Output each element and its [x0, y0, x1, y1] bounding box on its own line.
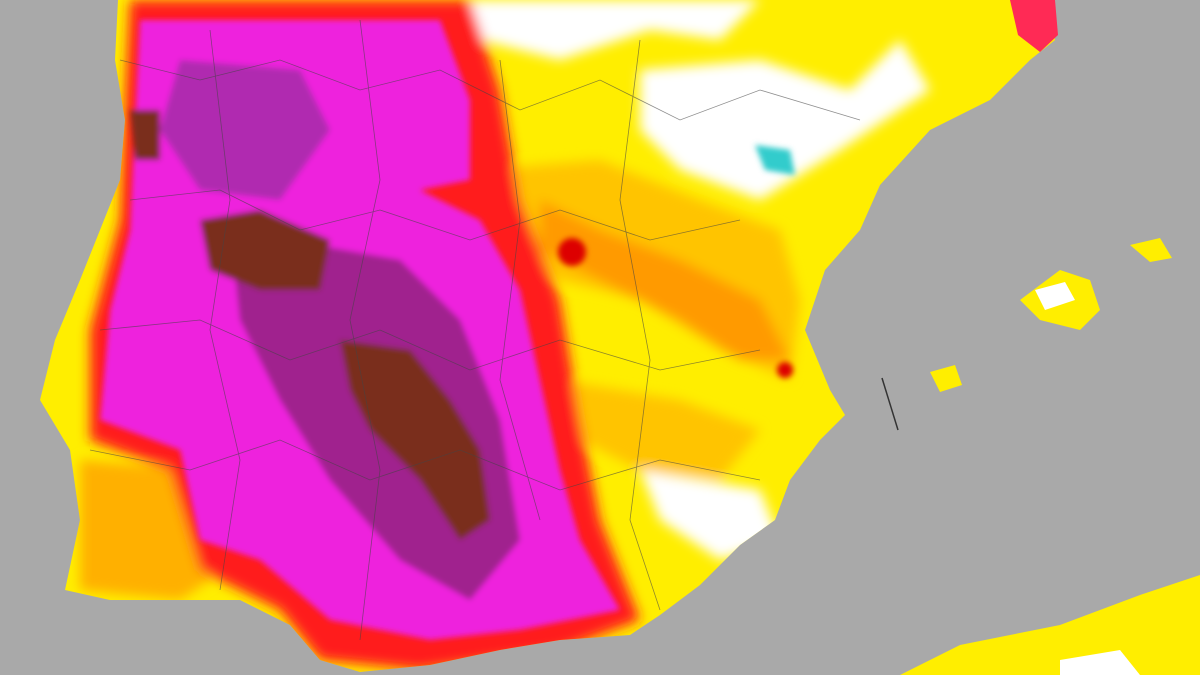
africa-zone: [1060, 650, 1140, 675]
zone-cyan: [755, 145, 795, 175]
zone-brown: [130, 110, 160, 160]
balearic-islands: [930, 238, 1172, 392]
island-zone: [1035, 282, 1075, 310]
zone-brown: [200, 210, 330, 290]
zone-brown: [340, 340, 490, 540]
hotspot-north: [1010, 0, 1058, 52]
zone-white: [440, 0, 760, 60]
zone-purple: [160, 60, 330, 200]
zone-gold: [560, 380, 760, 480]
hotspot: [558, 238, 586, 266]
zone-white: [640, 40, 930, 200]
marker-line: [881, 377, 899, 431]
borders: [89, 19, 861, 641]
africa-coast: [900, 575, 1200, 675]
zone-white: [640, 470, 780, 560]
hotspot: [777, 362, 793, 378]
zone-orange: [540, 200, 790, 360]
island: [930, 365, 962, 392]
island: [1130, 238, 1172, 262]
